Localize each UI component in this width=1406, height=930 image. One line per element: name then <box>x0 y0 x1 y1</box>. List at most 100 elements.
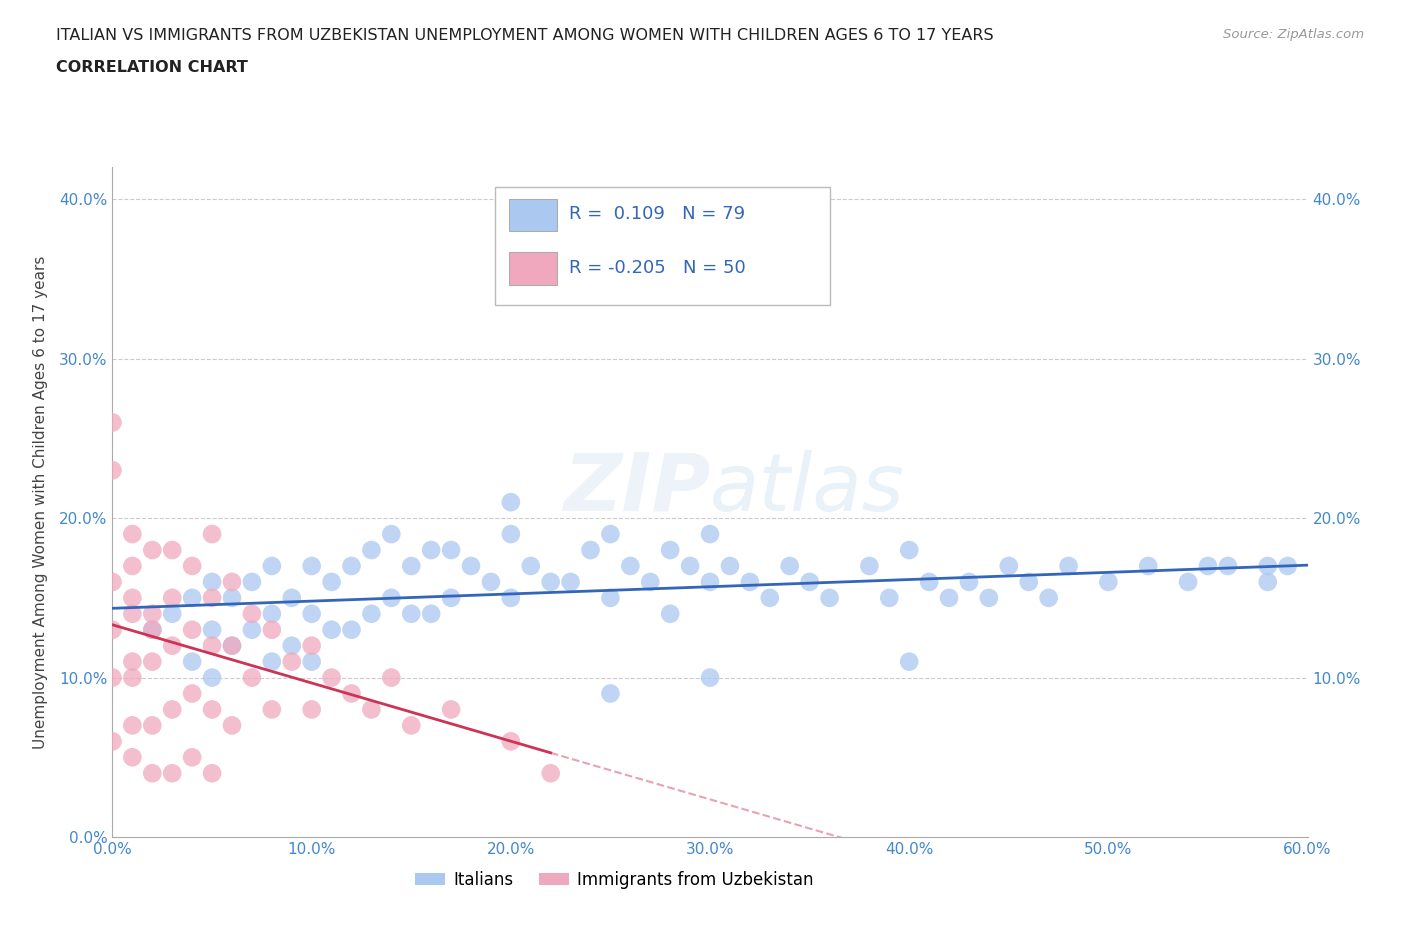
Point <box>499 591 522 605</box>
Point <box>240 606 263 621</box>
Point <box>101 671 124 685</box>
Point <box>141 622 163 637</box>
Y-axis label: Unemployment Among Women with Children Ages 6 to 17 years: Unemployment Among Women with Children A… <box>32 256 48 749</box>
Point <box>301 606 323 621</box>
Point <box>301 559 323 574</box>
Point <box>181 622 204 637</box>
Point <box>321 671 343 685</box>
Point <box>240 622 263 637</box>
Point <box>738 575 761 590</box>
Point <box>401 606 423 621</box>
Point <box>938 591 960 605</box>
Point <box>121 591 143 605</box>
Point <box>221 718 243 733</box>
Point <box>998 559 1021 574</box>
Text: Source: ZipAtlas.com: Source: ZipAtlas.com <box>1223 28 1364 41</box>
Point <box>460 559 482 574</box>
Point <box>619 559 641 574</box>
Point <box>121 559 143 574</box>
Point <box>360 542 382 557</box>
Point <box>659 542 682 557</box>
Bar <box>509 252 557 285</box>
Point <box>1257 559 1279 574</box>
Point <box>321 622 343 637</box>
Point <box>360 606 382 621</box>
Point <box>162 702 183 717</box>
Point <box>101 734 124 749</box>
Point <box>221 591 243 605</box>
Point <box>858 559 880 574</box>
Point <box>240 575 263 590</box>
Point <box>898 654 921 669</box>
Point <box>1018 575 1040 590</box>
Point <box>101 575 124 590</box>
Point <box>201 702 224 717</box>
Point <box>1216 559 1239 574</box>
Point <box>181 686 204 701</box>
Point <box>779 559 801 574</box>
Point <box>101 622 124 637</box>
Text: ZIP: ZIP <box>562 450 710 528</box>
Point <box>281 591 304 605</box>
Point <box>221 638 243 653</box>
Point <box>440 542 463 557</box>
Point <box>699 526 721 541</box>
Point <box>281 654 304 669</box>
Point <box>499 734 522 749</box>
Point <box>718 559 741 574</box>
Point <box>121 718 143 733</box>
Point <box>699 671 721 685</box>
Point <box>301 654 323 669</box>
Text: R = -0.205   N = 50: R = -0.205 N = 50 <box>569 259 745 277</box>
Point <box>1038 591 1060 605</box>
Point <box>818 591 841 605</box>
Point <box>181 654 204 669</box>
Point <box>380 671 402 685</box>
Point <box>201 575 224 590</box>
Point <box>260 654 283 669</box>
Point <box>181 559 204 574</box>
Point <box>440 591 463 605</box>
Point <box>401 718 423 733</box>
Point <box>141 765 163 780</box>
Point <box>977 591 1000 605</box>
Point <box>340 622 363 637</box>
Point <box>659 606 682 621</box>
Bar <box>509 199 557 231</box>
Point <box>540 575 562 590</box>
Point <box>401 559 423 574</box>
Point <box>141 606 163 621</box>
Point <box>260 622 283 637</box>
Point <box>898 542 921 557</box>
Point <box>201 526 224 541</box>
Point <box>520 559 543 574</box>
Point <box>638 575 662 590</box>
Point <box>799 575 821 590</box>
Point <box>579 542 602 557</box>
Point <box>599 526 621 541</box>
Point <box>301 638 323 653</box>
Point <box>599 686 621 701</box>
Text: CORRELATION CHART: CORRELATION CHART <box>56 60 247 75</box>
Point <box>162 606 183 621</box>
FancyBboxPatch shape <box>495 188 830 305</box>
Text: R =  0.109   N = 79: R = 0.109 N = 79 <box>569 206 745 223</box>
Point <box>301 702 323 717</box>
Point <box>499 495 522 510</box>
Point <box>260 559 283 574</box>
Point <box>141 622 163 637</box>
Point <box>181 591 204 605</box>
Point <box>360 702 382 717</box>
Point <box>201 671 224 685</box>
Point <box>201 765 224 780</box>
Point <box>1277 559 1299 574</box>
Text: ITALIAN VS IMMIGRANTS FROM UZBEKISTAN UNEMPLOYMENT AMONG WOMEN WITH CHILDREN AGE: ITALIAN VS IMMIGRANTS FROM UZBEKISTAN UN… <box>56 28 994 43</box>
Point <box>260 702 283 717</box>
Point <box>221 575 243 590</box>
Point <box>240 671 263 685</box>
Point <box>759 591 782 605</box>
Point <box>1177 575 1199 590</box>
Point <box>1257 575 1279 590</box>
Point <box>499 526 522 541</box>
Point <box>540 765 562 780</box>
